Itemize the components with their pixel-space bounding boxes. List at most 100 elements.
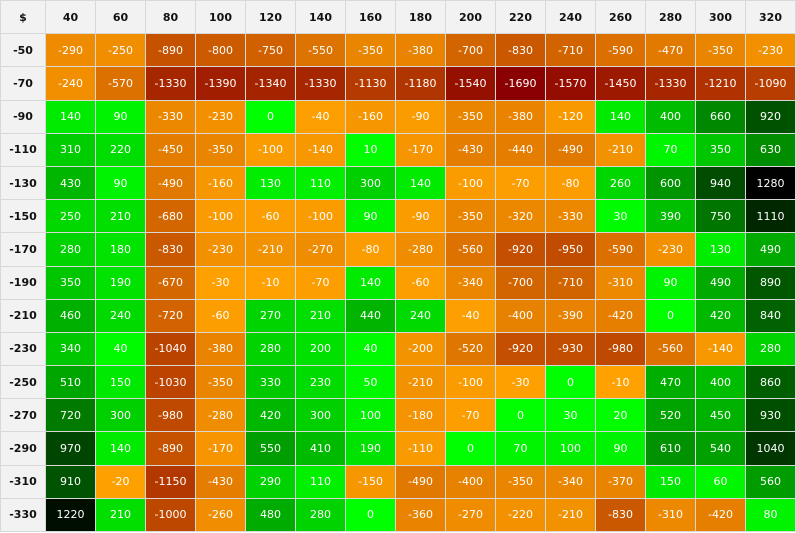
heatmap-cell: -1000	[145, 497, 196, 533]
heatmap-cell: 30	[545, 398, 596, 433]
heatmap-row: -50 -290 -250 -890 -800 -750 -550 -350 -380 -700-…	[0, 33, 796, 68]
column-header: 40	[45, 0, 96, 35]
heatmap-cell: -1450	[595, 66, 646, 101]
heatmap-cell: -380	[395, 33, 446, 68]
heatmap-cell: -110	[395, 431, 446, 466]
heatmap-cell: -170	[195, 431, 246, 466]
heatmap-row: -310 910 -20 -1150 -430 290 110 -150 -490 -400 -35…	[0, 464, 796, 499]
heatmap-cell: 240	[95, 298, 146, 333]
heatmap-cell: -400	[495, 298, 546, 333]
heatmap-cell: -330	[545, 199, 596, 234]
heatmap-cell: -380	[495, 99, 546, 134]
heatmap-cell: 0	[495, 398, 546, 433]
heatmap-cell: -720	[145, 298, 196, 333]
heatmap-cell: -420	[695, 497, 746, 533]
heatmap-cell: -80	[545, 165, 596, 201]
heatmap-cell: 140	[45, 99, 96, 134]
heatmap-cell: -30	[495, 365, 546, 400]
heatmap-cell: -80	[345, 232, 396, 267]
heatmap-cell: -340	[445, 265, 496, 300]
heatmap-cell: 280	[745, 331, 796, 367]
heatmap-cell: -120	[545, 99, 596, 134]
heatmap-row: -70 -240 -570 -1330 -1390 -1340 -1330 -1130 -118…	[0, 66, 796, 101]
heatmap-cell: -1340	[245, 66, 296, 101]
heatmap-cell: 400	[645, 99, 696, 134]
heatmap-cell: 190	[95, 265, 146, 300]
heatmap-cell: 390	[645, 199, 696, 234]
heatmap-cell: -1180	[395, 66, 446, 101]
row-header: -130	[0, 165, 46, 201]
heatmap-cell: 150	[95, 365, 146, 400]
heatmap-cell: 0	[445, 431, 496, 466]
heatmap-cell: 510	[45, 365, 96, 400]
heatmap-cell: 940	[695, 165, 746, 201]
heatmap-cell: 750	[695, 199, 746, 234]
heatmap-cell: 440	[345, 298, 396, 333]
heatmap-cell: 0	[245, 99, 296, 134]
heatmap-cell: 30	[595, 199, 646, 234]
heatmap-cell: 1220	[45, 497, 96, 533]
heatmap-cell: -230	[195, 232, 246, 267]
heatmap-cell: 480	[245, 497, 296, 533]
heatmap-cell: -980	[595, 331, 646, 367]
heatmap-cell: -220	[495, 497, 546, 533]
heatmap-row: -270 720 300 -980 -280 420 300 100 -180 -70 0 30 20 5…	[0, 398, 796, 433]
heatmap-cell: -290	[45, 33, 96, 68]
heatmap-body: -50 -290 -250 -890 -800 -750 -550 -350 -380 -700-…	[0, 33, 796, 533]
heatmap-cell: 490	[745, 232, 796, 267]
heatmap-cell: -570	[95, 66, 146, 101]
heatmap-cell: 350	[45, 265, 96, 300]
heatmap-cell: -1090	[745, 66, 796, 101]
heatmap-cell: 90	[95, 99, 146, 134]
heatmap-cell: -830	[495, 33, 546, 68]
heatmap-cell: -360	[395, 497, 446, 533]
heatmap-cell: 420	[695, 298, 746, 333]
heatmap-cell: -680	[145, 199, 196, 234]
row-header: -110	[0, 132, 46, 167]
heatmap-cell: -90	[395, 199, 446, 234]
row-header: -250	[0, 365, 46, 400]
heatmap-cell: -920	[495, 232, 546, 267]
heatmap-cell: 660	[695, 99, 746, 134]
heatmap-cell: -420	[595, 298, 646, 333]
heatmap-cell: -270	[445, 497, 496, 533]
heatmap-cell: -490	[145, 165, 196, 201]
column-header: 280	[645, 0, 696, 35]
heatmap-cell: 210	[95, 497, 146, 533]
heatmap-cell: -160	[345, 99, 396, 134]
heatmap-cell: 840	[745, 298, 796, 333]
heatmap-cell: 490	[695, 265, 746, 300]
heatmap-cell: -1390	[195, 66, 246, 101]
heatmap-cell: 220	[95, 132, 146, 167]
heatmap-cell: -100	[445, 365, 496, 400]
heatmap-cell: -330	[145, 99, 196, 134]
row-header: -270	[0, 398, 46, 433]
heatmap-row: -190 350 190 -670 -30 -10 -70 140 -60 -340 -700 -71…	[0, 265, 796, 300]
heatmap-cell: 910	[45, 464, 96, 499]
heatmap-cell: 1040	[745, 431, 796, 466]
column-header: 180	[395, 0, 446, 35]
heatmap-cell: -230	[645, 232, 696, 267]
heatmap-cell: -1330	[145, 66, 196, 101]
heatmap-cell: 930	[745, 398, 796, 433]
column-header: 120	[245, 0, 296, 35]
heatmap-row: -110 310 220 -450 -350 -100 -140 10 -170 -430 -440…	[0, 132, 796, 167]
heatmap-cell: -210	[395, 365, 446, 400]
heatmap-cell: 230	[295, 365, 346, 400]
heatmap-cell: -700	[445, 33, 496, 68]
row-header: -290	[0, 431, 46, 466]
heatmap-cell: 100	[345, 398, 396, 433]
heatmap-row: -290 970 140 -890 -170 550 410 190 -110 0 70 100 90 6…	[0, 431, 796, 466]
heatmap-cell: -280	[195, 398, 246, 433]
heatmap-cell: -950	[545, 232, 596, 267]
heatmap-cell: -10	[595, 365, 646, 400]
heatmap-cell: -320	[495, 199, 546, 234]
heatmap-cell: 460	[45, 298, 96, 333]
column-header: 240	[545, 0, 596, 35]
heatmap-cell: -350	[195, 365, 246, 400]
heatmap-cell: -210	[245, 232, 296, 267]
heatmap-cell: -70	[445, 398, 496, 433]
heatmap-cell: -140	[695, 331, 746, 367]
heatmap-cell: 0	[545, 365, 596, 400]
heatmap-cell: -100	[195, 199, 246, 234]
